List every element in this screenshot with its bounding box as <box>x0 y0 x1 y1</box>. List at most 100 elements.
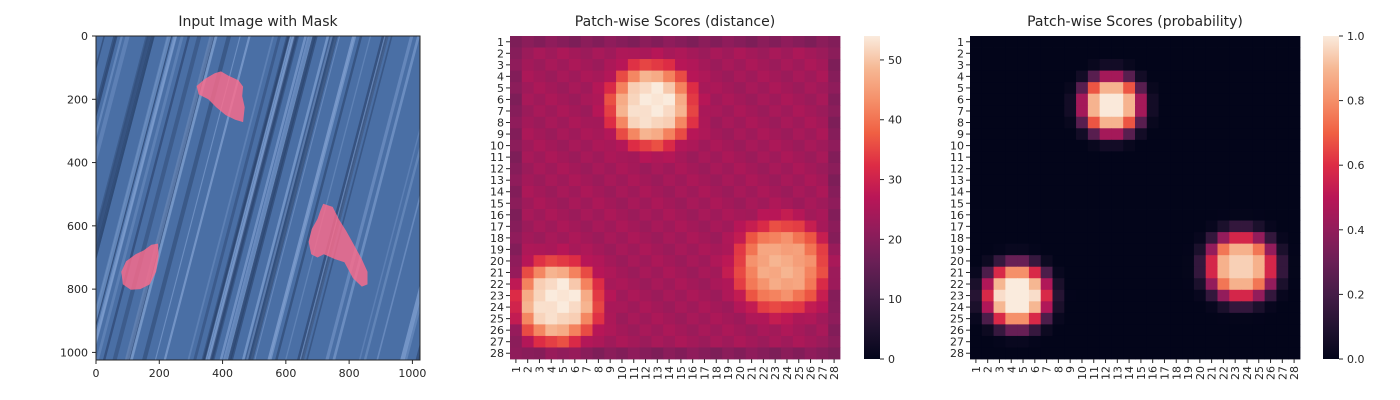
heatmap-cell <box>722 174 735 187</box>
heatmap-cell <box>1276 185 1289 198</box>
heatmap-cell <box>686 255 699 268</box>
heatmap-cell <box>981 324 994 337</box>
heatmap-cell <box>816 116 829 129</box>
heatmap-cell <box>1076 197 1089 210</box>
heatmap-cell <box>745 47 758 60</box>
heatmap-cell <box>1017 197 1030 210</box>
heatmap-cell <box>627 289 641 302</box>
heatmap-cell <box>1229 82 1242 95</box>
heatmap-cell <box>510 151 523 164</box>
heatmap-cell <box>1005 243 1018 256</box>
heatmap-cell <box>733 197 747 210</box>
heatmap-cell <box>1076 36 1089 48</box>
heatmap-cell <box>651 347 664 360</box>
heatmap-cell <box>686 93 699 106</box>
heatmap-cell <box>1052 174 1065 187</box>
heatmap-cell <box>1005 278 1018 291</box>
y-tick-label: 25 <box>950 313 964 326</box>
heatmap-cell <box>698 255 711 268</box>
heatmap-cell <box>510 185 523 198</box>
heatmap-cell <box>1170 116 1183 129</box>
heatmap-cell <box>1123 289 1136 302</box>
heatmap-cell <box>1146 70 1159 83</box>
heatmap-cell <box>592 139 605 152</box>
heatmap-cell <box>757 278 770 291</box>
heatmap-cell <box>710 243 723 256</box>
heatmap-cell <box>1040 162 1053 175</box>
heatmap-cell <box>1099 301 1112 314</box>
heatmap-cell <box>1217 347 1230 360</box>
heatmap-cell <box>981 70 994 83</box>
grain-line <box>241 36 330 360</box>
heatmap-cell <box>816 278 829 291</box>
heatmap-cell <box>1158 289 1171 302</box>
heatmap-cell <box>1099 289 1112 302</box>
heatmap-cell <box>510 347 523 360</box>
heatmap-cell <box>1076 116 1089 129</box>
heatmap-cell <box>1217 59 1230 72</box>
heatmap-cell <box>781 128 794 141</box>
heatmap-cell <box>521 70 534 83</box>
heatmap-cell <box>1064 174 1077 187</box>
heatmap-cell <box>1146 209 1159 221</box>
heatmap-cell <box>710 128 723 141</box>
heatmap-cell <box>828 174 841 187</box>
heatmap-cell <box>1158 139 1171 152</box>
heatmap-cell <box>1123 301 1136 314</box>
heatmap-cell <box>604 324 617 337</box>
x-tick-label: 7 <box>1041 366 1054 373</box>
heatmap-cell <box>616 151 629 164</box>
x-tick-label: 6 <box>1029 366 1042 373</box>
heatmap-cell <box>1182 105 1195 118</box>
heatmap-cell <box>521 347 534 360</box>
heatmap-cell <box>557 278 570 291</box>
heatmap-cell <box>568 93 582 106</box>
heatmap-cell <box>828 139 841 152</box>
heatmap-cell <box>792 324 806 337</box>
heatmap-cell <box>1017 82 1030 95</box>
heatmap-cell <box>981 128 994 141</box>
heatmap-cell <box>545 289 558 302</box>
heatmap-cell <box>1241 36 1254 48</box>
heatmap-cell <box>1217 47 1230 60</box>
heatmap-cell <box>1229 105 1242 118</box>
heatmap-cell <box>769 185 782 198</box>
heatmap-cell <box>1182 232 1195 245</box>
heatmap-cell <box>627 312 641 325</box>
heatmap-cell <box>757 209 770 221</box>
heatmap-cell <box>1288 36 1301 48</box>
heatmap-cell <box>1241 209 1254 221</box>
heatmap-cell <box>1064 116 1077 129</box>
heatmap-cell <box>639 47 652 60</box>
heatmap-cell <box>1205 232 1218 245</box>
heatmap-cell <box>757 82 770 95</box>
heatmap-cell <box>510 116 523 129</box>
heatmap-cell <box>1087 232 1101 245</box>
heatmap-cell <box>1170 324 1183 337</box>
heatmap-cell <box>1123 185 1136 198</box>
heatmap-cell <box>769 289 782 302</box>
heatmap-cell <box>616 324 629 337</box>
heatmap-cell <box>722 82 735 95</box>
x-tick-label: 25 <box>1253 366 1266 380</box>
heatmap-cell <box>1028 82 1042 95</box>
heatmap-cell <box>616 335 629 348</box>
heatmap-cell <box>745 335 758 348</box>
heatmap-cell <box>981 347 994 360</box>
heatmap-cell <box>722 70 735 83</box>
heatmap-cell <box>1217 185 1230 198</box>
heatmap-cell <box>1205 197 1218 210</box>
heatmap-cell <box>639 312 652 325</box>
heatmap-cell <box>592 47 605 60</box>
heatmap-cell <box>510 128 523 141</box>
heatmap-cell <box>1052 185 1065 198</box>
heatmap-cell <box>1146 185 1159 198</box>
grain-line <box>124 36 215 360</box>
heatmap-cell <box>710 255 723 268</box>
heatmap-cell <box>533 116 546 129</box>
heatmap-cell <box>1040 335 1053 348</box>
heatmap-cell <box>1252 82 1266 95</box>
heatmap-cell <box>781 209 794 221</box>
heatmap-cell <box>1135 324 1148 337</box>
heatmap-cell <box>1193 128 1207 141</box>
